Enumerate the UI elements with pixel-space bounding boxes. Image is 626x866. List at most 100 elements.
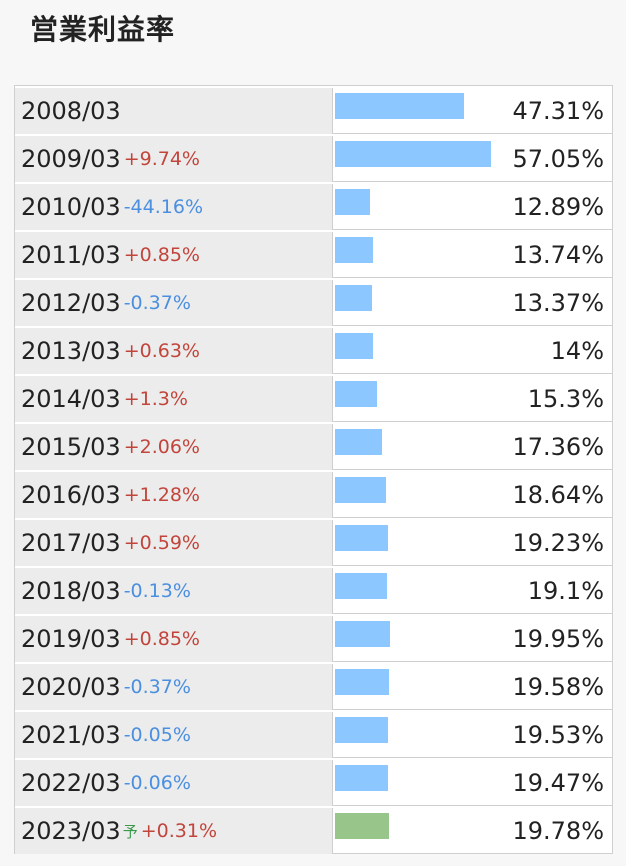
value-label: 17.36% bbox=[512, 433, 604, 461]
bar bbox=[335, 285, 372, 311]
fiscal-year: 2011/03 bbox=[21, 241, 121, 269]
value-label: 19.53% bbox=[512, 721, 604, 749]
row-label: 2017/03 +0.59% bbox=[15, 520, 333, 566]
table-row: 2022/03 -0.06% 19.47% bbox=[15, 759, 612, 806]
fiscal-year: 2023/03 bbox=[21, 817, 121, 845]
row-label: 2018/03 -0.13% bbox=[15, 568, 333, 614]
value-label: 19.78% bbox=[512, 817, 604, 845]
change-label: -0.05% bbox=[123, 724, 191, 746]
bar bbox=[335, 141, 491, 167]
row-label: 2022/03 -0.06% bbox=[15, 760, 333, 806]
bar-cell bbox=[333, 423, 493, 469]
value-label: 19.95% bbox=[512, 625, 604, 653]
change-label: +0.85% bbox=[123, 628, 200, 650]
bar bbox=[335, 621, 390, 647]
bar-cell bbox=[333, 807, 493, 853]
value-label: 13.37% bbox=[512, 289, 604, 317]
bar-cell bbox=[333, 711, 493, 757]
table-row: 2023/03 予 +0.31% 19.78% bbox=[15, 807, 612, 854]
value-label: 13.74% bbox=[512, 241, 604, 269]
fiscal-year: 2018/03 bbox=[21, 577, 121, 605]
bar-cell bbox=[333, 279, 493, 325]
row-label: 2016/03 +1.28% bbox=[15, 472, 333, 518]
bar bbox=[335, 333, 374, 359]
fiscal-year: 2019/03 bbox=[21, 625, 121, 653]
bar bbox=[335, 237, 373, 263]
change-label: +2.06% bbox=[123, 436, 200, 458]
fiscal-year: 2014/03 bbox=[21, 385, 121, 413]
row-label: 2020/03 -0.37% bbox=[15, 664, 333, 710]
change-label: -44.16% bbox=[123, 196, 204, 218]
bar-cell bbox=[333, 471, 493, 517]
page-title: 営業利益率 bbox=[30, 13, 176, 46]
change-label: +1.28% bbox=[123, 484, 200, 506]
row-label: 2021/03 -0.05% bbox=[15, 712, 333, 758]
table-row: 2016/03 +1.28% 18.64% bbox=[15, 471, 612, 518]
change-label: +0.85% bbox=[123, 244, 200, 266]
value-label: 19.23% bbox=[512, 529, 604, 557]
fiscal-year: 2021/03 bbox=[21, 721, 121, 749]
bar-cell bbox=[333, 567, 493, 613]
value-label: 15.3% bbox=[527, 385, 604, 413]
change-label: -0.37% bbox=[123, 292, 191, 314]
bar bbox=[335, 429, 383, 455]
table-row: 2015/03 +2.06% 17.36% bbox=[15, 423, 612, 470]
fiscal-year: 2010/03 bbox=[21, 193, 121, 221]
fiscal-year: 2022/03 bbox=[21, 769, 121, 797]
table-row: 2014/03 +1.3% 15.3% bbox=[15, 375, 612, 422]
table-row: 2012/03 -0.37% 13.37% bbox=[15, 279, 612, 326]
bar-cell bbox=[333, 615, 493, 661]
value-label: 57.05% bbox=[512, 145, 604, 173]
value-label: 47.31% bbox=[512, 97, 604, 125]
change-label: -0.37% bbox=[123, 676, 191, 698]
bar-cell bbox=[333, 519, 493, 565]
change-label: -0.06% bbox=[123, 772, 191, 794]
bar bbox=[335, 573, 388, 599]
row-label: 2019/03 +0.85% bbox=[15, 616, 333, 662]
row-label: 2011/03 +0.85% bbox=[15, 232, 333, 278]
operating-margin-table: 2008/03 47.31% 2009/03 +9.74% 57.05% 2010/03-… bbox=[14, 85, 613, 854]
row-label: 2023/03 予 +0.31% bbox=[15, 808, 333, 854]
fiscal-year: 2013/03 bbox=[21, 337, 121, 365]
bar-cell bbox=[333, 759, 493, 805]
bar bbox=[335, 813, 390, 839]
bar bbox=[335, 189, 371, 215]
row-label: 2015/03 +2.06% bbox=[15, 424, 333, 470]
value-label: 19.47% bbox=[512, 769, 604, 797]
change-label: +0.31% bbox=[140, 820, 217, 842]
change-label: +0.63% bbox=[123, 340, 200, 362]
row-label: 2013/03 +0.63% bbox=[15, 328, 333, 374]
table-row: 2018/03 -0.13% 19.1% bbox=[15, 567, 612, 614]
value-label: 19.1% bbox=[527, 577, 604, 605]
bar-cell bbox=[333, 135, 493, 181]
value-label: 12.89% bbox=[512, 193, 604, 221]
bar bbox=[335, 669, 389, 695]
bar bbox=[335, 717, 389, 743]
fiscal-year: 2009/03 bbox=[21, 145, 121, 173]
row-label: 2010/03 -44.16% bbox=[15, 184, 333, 230]
bar-cell bbox=[333, 231, 493, 277]
row-label: 2012/03 -0.37% bbox=[15, 280, 333, 326]
bar-cell bbox=[333, 375, 493, 421]
fiscal-year: 2020/03 bbox=[21, 673, 121, 701]
fiscal-year: 2017/03 bbox=[21, 529, 121, 557]
bar bbox=[335, 477, 386, 503]
table-row: 2017/03 +0.59% 19.23% bbox=[15, 519, 612, 566]
change-label: +0.59% bbox=[123, 532, 200, 554]
bar bbox=[335, 381, 377, 407]
table-row: 2013/03 +0.63% 14% bbox=[15, 327, 612, 374]
bar bbox=[335, 765, 389, 791]
row-label: 2009/03 +9.74% bbox=[15, 136, 333, 182]
row-label: 2008/03 bbox=[15, 88, 333, 134]
bar bbox=[335, 525, 388, 551]
table-row: 2011/03 +0.85% 13.74% bbox=[15, 231, 612, 278]
row-label: 2014/03 +1.3% bbox=[15, 376, 333, 422]
fiscal-year: 2016/03 bbox=[21, 481, 121, 509]
value-label: 19.58% bbox=[512, 673, 604, 701]
bar-cell bbox=[333, 183, 493, 229]
change-label: +9.74% bbox=[123, 148, 200, 170]
value-label: 14% bbox=[550, 337, 604, 365]
bar-cell bbox=[333, 663, 493, 709]
change-label: -0.13% bbox=[123, 580, 191, 602]
value-label: 18.64% bbox=[512, 481, 604, 509]
